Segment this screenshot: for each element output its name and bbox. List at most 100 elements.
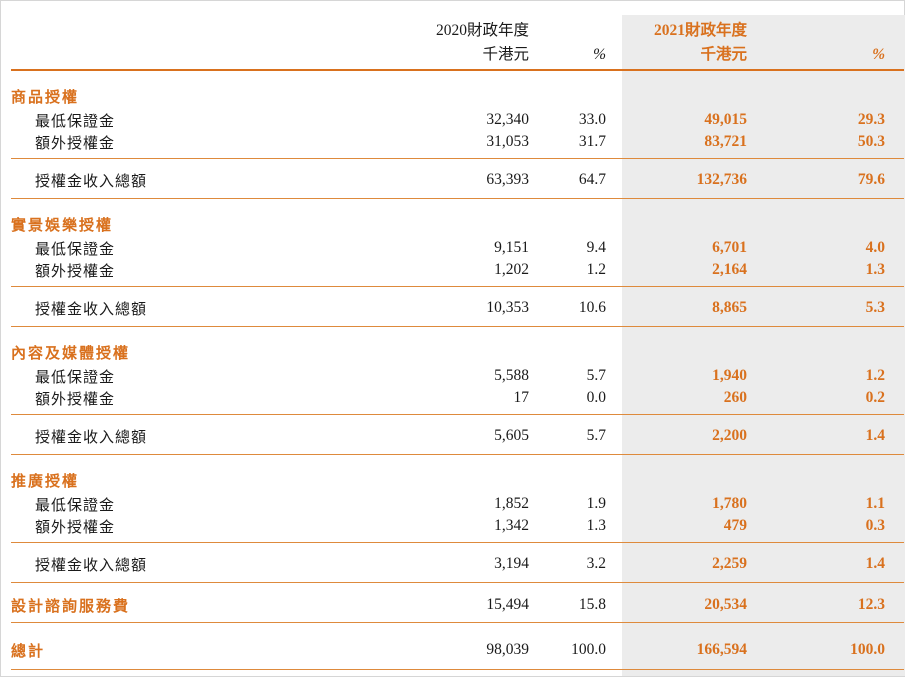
cell-grand-total-v2021: 166,594: [696, 641, 747, 658]
rule-after-promo-total-royalty-income: [11, 582, 904, 583]
cell-promo-total-royalty-income-label: 授權金收入總額: [35, 557, 148, 574]
table-row-location-entertainment-licensing: 實景娛樂授權: [11, 211, 904, 237]
col-2021-percent-header: %: [872, 46, 885, 63]
cell-promotional-licensing-label: 推廣授權: [11, 473, 80, 490]
cell-content-total-royalty-income-p2020: 5.7: [586, 427, 606, 444]
table-row-content-additional-royalties: 額外授權金 17 0.0 260 0.2: [11, 387, 904, 409]
cell-promo-total-royalty-income-v2020: 3,194: [494, 555, 529, 572]
cell-location-total-royalty-income-v2020: 10,353: [486, 299, 529, 316]
col-2021-unit: 千港元: [700, 46, 747, 63]
cell-content-min-guarantee-p2021: 1.2: [865, 367, 885, 384]
cell-promo-min-guarantee-p2020: 1.9: [586, 495, 606, 512]
table-row-content-min-guarantee: 最低保證金 5,588 5.7 1,940 1.2: [11, 365, 904, 387]
table-body: 商品授權最低保證金 32,340 33.0 49,015 29.3 額外授權金 31,053…: [11, 83, 904, 670]
cell-promo-min-guarantee-label: 最低保證金: [35, 497, 116, 514]
cell-content-media-licensing-label: 內容及媒體授權: [11, 345, 131, 362]
rule-after-design-consultancy-service-fees: [11, 622, 904, 623]
cell-grand-total-p2020: 100.0: [571, 641, 606, 658]
table-row-grand-total: 總計 98,039 100.0 166,594 100.0: [11, 637, 904, 663]
rule-after-merchandise-additional-royalties: [11, 158, 904, 159]
cell-location-min-guarantee-p2021: 4.0: [865, 239, 885, 256]
col-2020-title: 2020財政年度: [435, 22, 529, 39]
cell-location-min-guarantee-v2021: 6,701: [712, 239, 747, 256]
header-rule: [11, 69, 904, 71]
cell-merchandise-licensing-label: 商品授權: [11, 89, 80, 106]
cell-location-min-guarantee-p2020: 9.4: [586, 239, 606, 256]
table-row-location-total-royalty-income: 授權金收入總額 10,353 10.6 8,865 5.3: [11, 297, 904, 319]
rule-after-grand-total: [11, 669, 904, 670]
cell-merchandise-min-guarantee-label: 最低保證金: [35, 113, 116, 130]
cell-merchandise-total-royalty-income-label: 授權金收入總額: [35, 173, 148, 190]
cell-promo-min-guarantee-v2021: 1,780: [712, 495, 747, 512]
cell-content-min-guarantee-label: 最低保證金: [35, 369, 116, 386]
cell-location-total-royalty-income-p2020: 10.6: [578, 299, 606, 316]
table-header: 2020財政年度 2021財政年度 千港元 % 千港元 %: [11, 17, 904, 67]
col-2020-percent-header: %: [593, 46, 606, 63]
cell-promo-min-guarantee-p2021: 1.1: [865, 495, 885, 512]
rule-after-promo-additional-royalties: [11, 542, 904, 543]
cell-design-consultancy-service-fees-v2021: 20,534: [704, 596, 747, 613]
cell-location-total-royalty-income-p2021: 5.3: [865, 299, 885, 316]
cell-merchandise-total-royalty-income-p2020: 64.7: [578, 171, 606, 188]
cell-content-min-guarantee-p2020: 5.7: [586, 367, 606, 384]
cell-promo-total-royalty-income-p2021: 1.4: [865, 555, 885, 572]
cell-merchandise-total-royalty-income-v2021: 132,736: [696, 171, 747, 188]
cell-merchandise-min-guarantee-v2020: 32,340: [486, 111, 529, 128]
cell-design-consultancy-service-fees-p2021: 12.3: [857, 596, 885, 613]
cell-merchandise-additional-royalties-p2020: 31.7: [578, 133, 606, 150]
cell-location-additional-royalties-v2021: 2,164: [712, 261, 747, 278]
cell-merchandise-min-guarantee-v2021: 49,015: [704, 111, 747, 128]
col-2021-title: 2021財政年度: [653, 22, 747, 39]
cell-content-min-guarantee-v2021: 1,940: [712, 367, 747, 384]
cell-content-additional-royalties-p2021: 0.2: [865, 389, 885, 406]
cell-content-additional-royalties-label: 額外授權金: [35, 391, 116, 408]
cell-design-consultancy-service-fees-label: 設計諮詢服務費: [11, 598, 131, 615]
cell-promo-min-guarantee-v2020: 1,852: [494, 495, 529, 512]
cell-location-total-royalty-income-label: 授權金收入總額: [35, 301, 148, 318]
cell-promo-additional-royalties-v2021: 479: [723, 517, 747, 534]
cell-grand-total-v2020: 98,039: [486, 641, 529, 658]
table-row-design-consultancy-service-fees: 設計諮詢服務費 15,494 15.8 20,534 12.3: [11, 593, 904, 617]
cell-content-total-royalty-income-p2021: 1.4: [865, 427, 885, 444]
cell-merchandise-additional-royalties-p2021: 50.3: [857, 133, 885, 150]
cell-content-additional-royalties-v2020: 17: [513, 389, 530, 406]
cell-location-min-guarantee-v2020: 9,151: [494, 239, 529, 256]
cell-content-additional-royalties-v2021: 260: [723, 389, 747, 406]
rule-after-location-additional-royalties: [11, 286, 904, 287]
table-row-location-min-guarantee: 最低保證金 9,151 9.4 6,701 4.0: [11, 237, 904, 259]
table-row-merchandise-min-guarantee: 最低保證金 32,340 33.0 49,015 29.3: [11, 109, 904, 131]
rule-after-content-additional-royalties: [11, 414, 904, 415]
cell-promo-additional-royalties-label: 額外授權金: [35, 519, 116, 536]
cell-location-additional-royalties-label: 額外授權金: [35, 263, 116, 280]
cell-promo-additional-royalties-v2020: 1,342: [494, 517, 529, 534]
table-row-merchandise-licensing: 商品授權: [11, 83, 904, 109]
rule-after-location-total-royalty-income: [11, 326, 904, 327]
table-row-merchandise-total-royalty-income: 授權金收入總額 63,393 64.7 132,736 79.6: [11, 169, 904, 191]
cell-location-total-royalty-income-v2021: 8,865: [712, 299, 747, 316]
cell-content-total-royalty-income-label: 授權金收入總額: [35, 429, 148, 446]
rule-after-merchandise-total-royalty-income: [11, 198, 904, 199]
table-row-content-total-royalty-income: 授權金收入總額 5,605 5.7 2,200 1.4: [11, 425, 904, 447]
table-row-merchandise-additional-royalties: 額外授權金 31,053 31.7 83,721 50.3: [11, 131, 904, 153]
cell-promo-additional-royalties-p2020: 1.3: [586, 517, 606, 534]
cell-merchandise-min-guarantee-p2020: 33.0: [578, 111, 606, 128]
cell-promo-additional-royalties-p2021: 0.3: [865, 517, 885, 534]
cell-content-additional-royalties-p2020: 0.0: [586, 389, 606, 406]
header-unit-row: 千港元 % 千港元 %: [11, 41, 904, 67]
table-row-promo-total-royalty-income: 授權金收入總額 3,194 3.2 2,259 1.4: [11, 553, 904, 575]
cell-promo-total-royalty-income-v2021: 2,259: [712, 555, 747, 572]
table-row-promo-min-guarantee: 最低保證金 1,852 1.9 1,780 1.1: [11, 493, 904, 515]
table-row-location-additional-royalties: 額外授權金 1,202 1.2 2,164 1.3: [11, 259, 904, 281]
cell-promo-total-royalty-income-p2020: 3.2: [586, 555, 606, 572]
cell-location-additional-royalties-p2020: 1.2: [586, 261, 606, 278]
cell-design-consultancy-service-fees-v2020: 15,494: [486, 596, 529, 613]
table-row-content-media-licensing: 內容及媒體授權: [11, 339, 904, 365]
cell-design-consultancy-service-fees-p2020: 15.8: [578, 596, 606, 613]
cell-merchandise-min-guarantee-p2021: 29.3: [857, 111, 885, 128]
cell-merchandise-total-royalty-income-v2020: 63,393: [486, 171, 529, 188]
highlight-band-2021: [622, 15, 905, 676]
table-row-promotional-licensing: 推廣授權: [11, 467, 904, 493]
cell-location-additional-royalties-p2021: 1.3: [865, 261, 885, 278]
cell-content-total-royalty-income-v2021: 2,200: [712, 427, 747, 444]
